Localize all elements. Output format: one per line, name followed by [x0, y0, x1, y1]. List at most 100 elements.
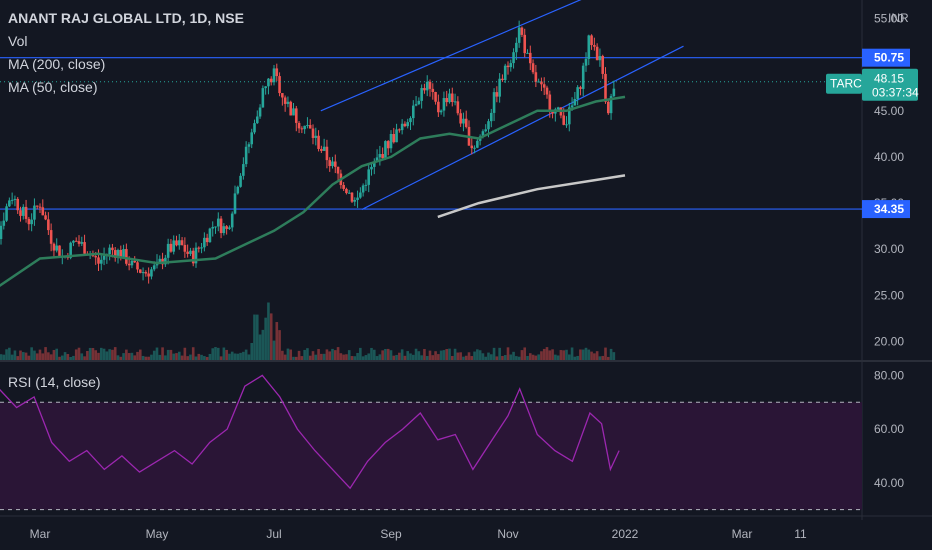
candle-body	[191, 250, 195, 264]
candle-body	[77, 241, 81, 244]
candle-body	[503, 65, 507, 81]
candle-body	[186, 251, 189, 254]
candle-body	[378, 154, 382, 158]
candle-body	[214, 226, 217, 228]
volume-bar	[264, 317, 267, 360]
volume-bar	[99, 347, 103, 360]
volume-bar	[222, 347, 226, 360]
candle-body	[152, 265, 156, 270]
volume-bar	[225, 349, 228, 360]
volume-bar	[314, 354, 318, 360]
candle-body	[534, 72, 538, 82]
rsi-line	[0, 374, 620, 490]
volume-bar	[228, 353, 231, 360]
candle-body	[133, 260, 137, 263]
candle-body	[292, 108, 295, 116]
candle-body	[27, 218, 31, 225]
candle-body	[127, 263, 131, 266]
volume-bar	[434, 351, 437, 360]
volume-bar	[398, 352, 401, 360]
volume-bar	[0, 354, 3, 360]
candle-body	[392, 134, 396, 143]
candle-body	[459, 113, 462, 124]
volume-bar	[325, 349, 329, 360]
candle-body	[501, 78, 504, 81]
volume-bar	[425, 356, 429, 360]
volume-bar	[389, 350, 393, 360]
candle-body	[108, 247, 111, 255]
candle-body	[150, 269, 153, 277]
candle-body	[180, 240, 184, 245]
candle-body	[609, 96, 613, 114]
volume-bar	[350, 356, 354, 360]
candle-body	[456, 101, 460, 114]
rsi-band	[0, 402, 862, 510]
candle-body	[297, 122, 301, 129]
candle-body	[595, 46, 599, 61]
candle-body	[579, 87, 582, 89]
volume-bar	[97, 352, 100, 360]
candle-body	[294, 108, 298, 123]
volume-bar	[431, 355, 435, 360]
volume-bar	[573, 356, 577, 360]
volume-bar	[8, 347, 11, 360]
volume-bar	[2, 354, 6, 360]
volume-bar	[515, 356, 518, 360]
candle-body	[598, 56, 602, 61]
candle-body	[239, 175, 242, 187]
volume-bar	[498, 347, 501, 360]
candle-body	[0, 225, 3, 240]
volume-bar	[328, 351, 332, 360]
volume-bar	[94, 350, 98, 360]
volume-bar	[261, 329, 265, 360]
drawing-tag-label: TARC	[830, 77, 862, 91]
volume-bar	[69, 356, 72, 360]
volume-bar	[439, 350, 443, 360]
volume-bar	[116, 355, 120, 360]
candle-body	[44, 215, 47, 220]
candle-body	[269, 78, 273, 83]
volume-bar	[83, 356, 86, 360]
hline-badge	[862, 48, 910, 67]
volume-bar	[216, 347, 220, 360]
candle-body	[484, 129, 488, 132]
candle-body	[375, 157, 379, 162]
volume-bar	[47, 352, 50, 360]
candle-body	[30, 219, 33, 225]
volume-bar	[506, 347, 510, 360]
volume-bar	[164, 355, 167, 360]
volume-bar	[211, 348, 215, 360]
volume-bar	[35, 353, 39, 360]
candle-body	[353, 199, 357, 202]
candle-body	[99, 259, 103, 264]
volume-bar	[567, 354, 571, 360]
volume-bar	[484, 356, 488, 360]
volume-bar	[230, 351, 234, 360]
volume-bar	[417, 351, 421, 360]
volume-bar	[303, 349, 306, 360]
candle-body	[2, 220, 6, 226]
volume-bar	[63, 352, 67, 360]
volume-bar	[127, 353, 131, 360]
candle-body	[94, 256, 98, 258]
volume-bar	[372, 349, 376, 360]
candle-body	[197, 247, 201, 249]
volume-bar	[300, 356, 304, 360]
candle-body	[576, 87, 579, 100]
volume-bar	[409, 353, 412, 360]
candle-body	[21, 206, 25, 216]
price-tick-label: 55.00	[874, 11, 904, 25]
candle-body	[409, 118, 412, 123]
candle-body	[573, 99, 577, 106]
candle-body	[247, 144, 251, 147]
candle-body	[278, 76, 281, 94]
candle-body	[24, 206, 28, 219]
volume-bar	[317, 349, 320, 360]
volume-bar	[579, 349, 582, 360]
countdown-label: 03:37:34	[872, 86, 919, 100]
volume-bar	[339, 353, 343, 360]
candle-body	[41, 207, 45, 216]
volume-bar	[581, 349, 585, 360]
volume-bar	[113, 347, 117, 360]
